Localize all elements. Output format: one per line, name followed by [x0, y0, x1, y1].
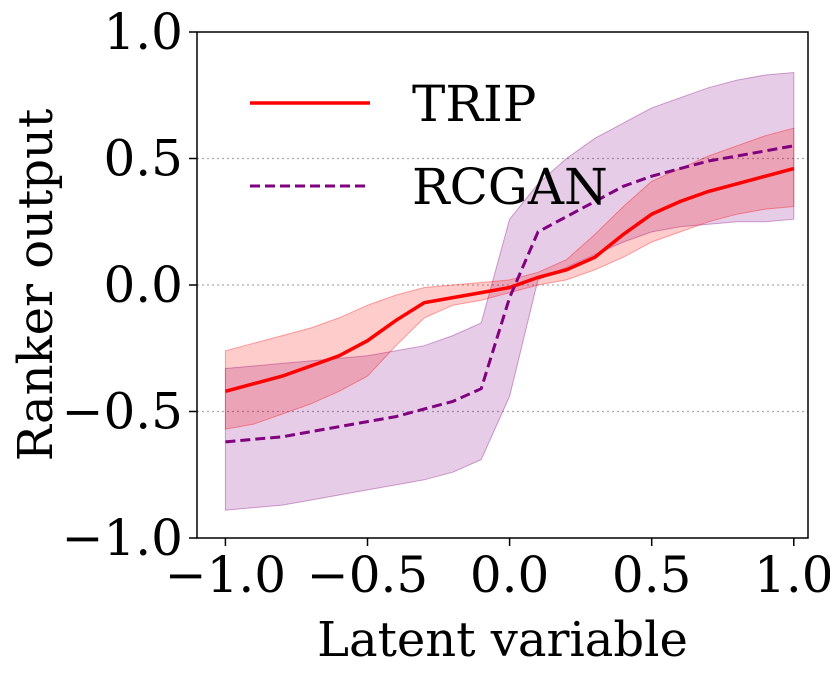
y-tick-label: −1.0: [62, 509, 183, 567]
x-tick-label: −0.5: [307, 546, 428, 604]
legend: TRIP RCGAN: [250, 75, 608, 216]
series-lines: [224, 144, 795, 444]
ticks-layer: −1.0 −0.5 0.0 0.5 1.0 −1.0 −0.5 0.0 0.5 1.0: [62, 3, 830, 604]
y-tick-label: 1.0: [103, 3, 183, 61]
x-tick-label: 0.5: [612, 546, 692, 604]
grid-layer: [197, 157, 808, 413]
y-tick-label: −0.5: [62, 383, 183, 441]
line-rcgan: [225, 144, 795, 444]
x-tick-label: 0.0: [470, 546, 550, 604]
band-rcgan: [224, 71, 795, 511]
x-axis-label: Latent variable: [317, 612, 688, 668]
y-tick-label: 0.5: [103, 130, 183, 188]
legend-label-trip: TRIP: [412, 75, 536, 133]
line-trip: [224, 166, 795, 393]
x-tick-label: −1.0: [165, 546, 286, 604]
x-tick-label: 1.0: [754, 546, 830, 604]
band-trip: [224, 127, 795, 430]
confidence-bands: [224, 71, 795, 511]
legend-label-rcgan: RCGAN: [412, 158, 608, 216]
y-tick-label: 0.0: [103, 256, 183, 314]
y-axis-label: Ranker output: [8, 109, 64, 462]
